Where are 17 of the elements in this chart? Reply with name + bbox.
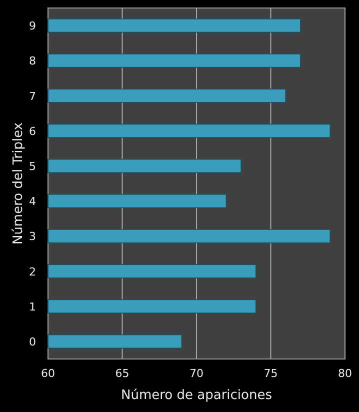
y-tick-label: 1	[29, 300, 36, 314]
y-tick-label: 9	[29, 20, 36, 33]
y-tick-label: 4	[29, 195, 36, 208]
y-tick-label: 3	[29, 230, 36, 244]
y-tick-label: 8	[29, 54, 36, 68]
y-axis-title: Número del Triplex	[11, 122, 26, 245]
y-tick-label: 0	[29, 335, 36, 348]
y-tick-label: 2	[29, 265, 36, 278]
x-tick-label: 70	[190, 367, 204, 380]
x-tick-label: 65	[115, 367, 130, 380]
x-tick-label: 60	[41, 367, 55, 380]
y-tick-label: 6	[29, 124, 36, 138]
x-axis-title: Número de apariciones	[120, 388, 272, 403]
x-tick-label: 80	[338, 367, 352, 380]
y-tick-label: 7	[29, 90, 36, 103]
y-tick-label: 5	[29, 160, 36, 173]
x-tick-label: 75	[264, 367, 278, 380]
